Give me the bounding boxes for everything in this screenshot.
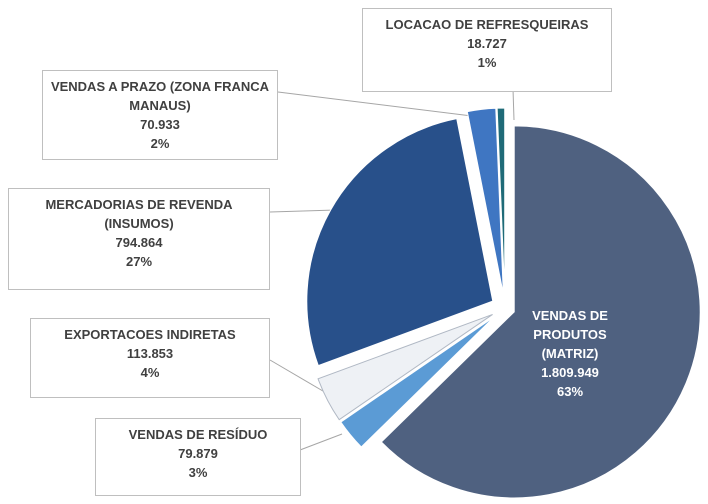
percent-label: 1% [477,55,497,70]
percent-label: 2% [150,136,170,151]
category-label: LOCACAO DE REFRESQUEIRAS [385,17,589,32]
pie-slice [466,107,504,295]
pie-slice [380,125,701,499]
data-label: VENDAS DE PRODUTOS (MATRIZ) 1.809.949 63% [505,300,635,407]
percent-label: 3% [188,465,208,480]
data-label: VENDAS A PRAZO (ZONA FRANCA MANAUS) 70.93… [42,70,278,160]
category-label: EXPORTACOES INDIRETAS [64,327,236,342]
category-label: VENDAS A PRAZO (ZONA FRANCA MANAUS) [50,79,270,113]
category-label: MERCADORIAS DE REVENDA (INSUMOS) [45,197,233,231]
pie-slice [496,107,506,295]
value-label: 79.879 [178,446,218,461]
percent-label: 63% [556,384,584,399]
value-label: 113.853 [126,346,174,361]
category-label: VENDAS DE PRODUTOS (MATRIZ) [532,308,608,361]
category-label: VENDAS DE RESÍDUO [128,427,268,442]
pie-slice [340,316,495,448]
percent-label: 4% [140,365,160,380]
pie-slice [306,118,494,367]
value-label: 70.933 [140,117,180,132]
value-label: 18.727 [467,36,507,51]
leader-line [269,209,337,213]
data-label: MERCADORIAS DE REVENDA (INSUMOS) 794.864 2… [8,188,270,290]
percent-label: 27% [125,254,153,269]
data-label: LOCACAO DE REFRESQUEIRAS 18.727 1% [362,8,612,92]
pie-slice [317,313,493,421]
value-label: 794.864 [115,235,163,250]
leader-line [277,91,489,119]
leader-line [269,359,329,395]
data-label: VENDAS DE RESÍDUO 79.879 3% [95,418,301,496]
data-label: EXPORTACOES INDIRETAS 113.853 4% [30,318,270,398]
leader-line [299,433,343,451]
value-label: 1.809.949 [541,365,599,380]
